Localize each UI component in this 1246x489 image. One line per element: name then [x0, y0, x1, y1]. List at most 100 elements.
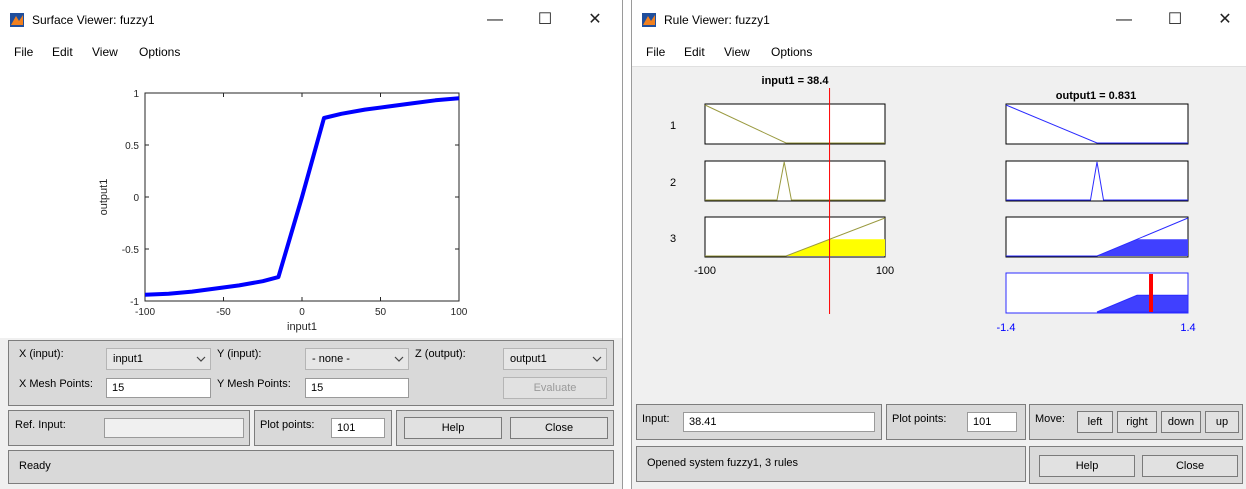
surface-plot[interactable]: -100 -50 0 50 100 -1 -0.5 0 0.5 1 input1 output1	[0, 66, 623, 338]
x-tick-label: 100	[451, 307, 468, 318]
y-input-select[interactable]: - none -	[305, 348, 409, 370]
plot-points-panel: Plot points: 101	[886, 404, 1026, 440]
close-button[interactable]: Close	[510, 417, 608, 439]
x-mesh-label: X Mesh Points:	[19, 378, 93, 390]
input-field[interactable]: 38.41	[683, 412, 875, 432]
x-tick-label: 0	[299, 307, 305, 318]
input-header: input1 = 38.4	[762, 75, 830, 87]
menu-bar: File Edit View Options	[632, 38, 1246, 67]
rule-number-2: 2	[670, 177, 676, 189]
chevron-down-icon	[196, 356, 206, 362]
status-panel: Opened system fuzzy1, 3 rules	[636, 446, 1026, 482]
close-button[interactable]: Close	[1142, 455, 1238, 477]
input-label: Input:	[642, 413, 670, 425]
y-tick-label: 1	[133, 89, 139, 100]
output-implied-area	[1097, 239, 1188, 256]
matlab-icon	[10, 13, 24, 27]
plot-points-label: Plot points:	[892, 413, 947, 425]
output-mf-line	[1005, 104, 1188, 144]
minimize-button[interactable]: —	[1116, 11, 1132, 28]
rule-diagram[interactable]: input1 = 38.4 output1 = 0.831 1 2 3 -100…	[632, 66, 1246, 402]
x-axis-label: input1	[287, 321, 317, 333]
move-label: Move:	[1035, 413, 1065, 425]
output-min-label: -1.4	[997, 322, 1016, 334]
x-tick-label: -100	[135, 307, 155, 318]
title-bar: Rule Viewer: fuzzy1 — ☐ ✕	[632, 0, 1246, 38]
axis-controls-panel: X (input): input1 Y (input): - none - Z …	[8, 340, 614, 406]
ref-input-label: Ref. Input:	[15, 419, 66, 431]
y-input-value: - none -	[312, 353, 350, 365]
surface-viewer-window: Surface Viewer: fuzzy1 — ☐ ✕ File Edit V…	[0, 0, 623, 489]
aggregated-output-area	[1096, 294, 1189, 313]
move-left-button[interactable]: left	[1077, 411, 1113, 433]
output-mf-line	[1006, 217, 1189, 257]
menu-file[interactable]: File	[646, 45, 666, 59]
y-mesh-label: Y Mesh Points:	[217, 378, 291, 390]
input-max-label: 100	[876, 265, 894, 277]
menu-view[interactable]: View	[92, 45, 118, 59]
help-button[interactable]: Help	[404, 417, 502, 439]
help-button[interactable]: Help	[1039, 455, 1135, 477]
close-window-button[interactable]: ✕	[1218, 11, 1232, 28]
x-input-label: X (input):	[19, 348, 64, 360]
button-panel: Help Close	[396, 410, 614, 446]
move-down-button[interactable]: down	[1161, 411, 1201, 433]
menu-edit[interactable]: Edit	[684, 45, 705, 59]
z-output-value: output1	[510, 353, 547, 365]
chevron-down-icon	[592, 356, 602, 362]
window-title: Rule Viewer: fuzzy1	[664, 13, 770, 27]
z-output-select[interactable]: output1	[503, 348, 607, 370]
input-panel: Input: 38.41	[636, 404, 882, 440]
ref-input-panel: Ref. Input:	[8, 410, 250, 446]
output-mf-line	[1006, 161, 1188, 201]
y-axis-label: output1	[98, 179, 110, 216]
output-mf-plot-1	[1005, 103, 1189, 145]
move-right-button[interactable]: right	[1117, 411, 1157, 433]
plot-points-field[interactable]: 101	[967, 412, 1017, 432]
evaluate-button[interactable]: Evaluate	[503, 377, 607, 399]
close-window-button[interactable]: ✕	[588, 11, 602, 28]
input-mf-line	[705, 161, 885, 201]
menu-options[interactable]: Options	[139, 45, 181, 59]
plot-points-panel: Plot points: 101	[254, 410, 392, 446]
menu-view[interactable]: View	[724, 45, 750, 59]
input-mf-plot-1	[704, 103, 886, 145]
rule-number-1: 1	[670, 120, 676, 132]
y-tick-label: -0.5	[122, 245, 140, 256]
move-up-button[interactable]: up	[1205, 411, 1239, 433]
output-mf-plot-2	[1005, 160, 1189, 202]
minimize-button[interactable]: —	[487, 11, 503, 28]
chevron-down-icon	[394, 356, 404, 362]
x-tick-label: -50	[216, 307, 231, 318]
plot-points-label: Plot points:	[260, 419, 315, 431]
input-firing-area	[786, 239, 885, 256]
plot-area: -100 -50 0 50 100 -1 -0.5 0 0.5 1 input1 output1	[0, 66, 622, 338]
x-input-select[interactable]: input1	[106, 348, 211, 370]
move-panel: Move: left right down up	[1029, 404, 1243, 440]
x-tick-label: 50	[375, 307, 387, 318]
output-max-label: 1.4	[1180, 322, 1195, 334]
status-text: Ready	[19, 460, 51, 472]
y-mesh-field[interactable]: 15	[305, 378, 409, 398]
menu-file[interactable]: File	[14, 45, 34, 59]
status-text: Opened system fuzzy1, 3 rules	[647, 457, 799, 469]
z-output-label: Z (output):	[415, 348, 466, 360]
plot-points-field[interactable]: 101	[331, 418, 385, 438]
input-mf-plot-2	[704, 160, 886, 202]
matlab-icon	[642, 13, 656, 27]
rule-number-3: 3	[670, 233, 676, 245]
input-mf-line	[704, 104, 885, 144]
maximize-button[interactable]: ☐	[1167, 11, 1183, 28]
title-bar: Surface Viewer: fuzzy1 — ☐ ✕	[0, 0, 622, 38]
x-mesh-field[interactable]: 15	[106, 378, 211, 398]
ref-input-field[interactable]	[104, 418, 244, 438]
menu-options[interactable]: Options	[771, 45, 813, 59]
y-tick-label: -1	[130, 297, 139, 308]
menu-edit[interactable]: Edit	[52, 45, 73, 59]
button-panel: Help Close	[1029, 446, 1243, 484]
window-title: Surface Viewer: fuzzy1	[32, 13, 155, 27]
output-header: output1 = 0.831	[1056, 90, 1136, 102]
output-curve	[144, 96, 460, 297]
maximize-button[interactable]: ☐	[537, 11, 553, 28]
input-min-label: -100	[694, 265, 716, 277]
